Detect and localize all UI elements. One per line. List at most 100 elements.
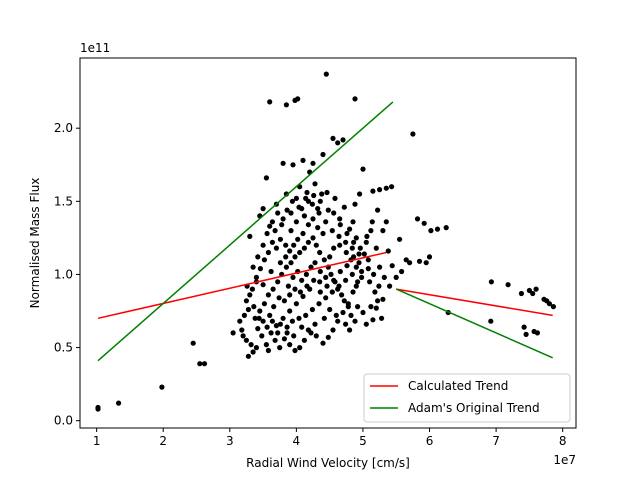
scatter-point-188 — [257, 266, 263, 272]
scatter-point-215 — [287, 292, 293, 298]
scatter-point-294 — [359, 274, 365, 280]
scatter-point-161 — [267, 312, 273, 318]
scatter-point-204 — [316, 301, 322, 307]
scatter-point-293 — [365, 266, 371, 272]
y-tick-label-1: 0.5 — [54, 341, 73, 355]
scatter-point-124 — [252, 315, 258, 321]
x-tick-label-0: 1 — [93, 434, 101, 448]
scatter-point-108 — [330, 327, 336, 333]
x-tick-label-3: 4 — [293, 434, 301, 448]
scatter-point-78 — [267, 223, 273, 229]
scatter-point-93 — [341, 204, 347, 210]
scatter-point-69 — [250, 349, 256, 355]
scatter-point-284 — [364, 233, 370, 239]
scatter-point-87 — [312, 181, 318, 187]
trend-lines — [97, 101, 554, 362]
scatter-point-66 — [393, 274, 399, 280]
scatter-point-137 — [310, 235, 316, 241]
scatter-point-54 — [426, 254, 433, 260]
scatter-point-158 — [287, 308, 293, 314]
scatter-point-48 — [397, 236, 403, 242]
scatter-point-41 — [377, 187, 383, 193]
scatter-point-206 — [329, 289, 335, 295]
scatter-point-162 — [260, 318, 266, 324]
scatter-point-58 — [407, 260, 413, 266]
scatter-point-70 — [237, 318, 243, 324]
x-tick-label-4: 5 — [359, 434, 367, 448]
scatter-point-227 — [272, 228, 278, 234]
scatter-point-276 — [311, 192, 317, 199]
scatter-point-211 — [361, 251, 367, 257]
scatter-point-135 — [301, 245, 307, 251]
scatter-point-113 — [301, 337, 307, 343]
scatter-point-90 — [325, 207, 331, 213]
y-tick-label-0: 0.0 — [54, 414, 73, 428]
scatter-point-195 — [248, 342, 254, 348]
scatter-point-30 — [280, 160, 286, 166]
scatter-point-15 — [530, 290, 536, 297]
scatter-point-262 — [251, 304, 257, 310]
scatter-point-214 — [281, 298, 287, 304]
scatter-point-217 — [297, 289, 303, 295]
scatter-point-39 — [263, 175, 269, 181]
x-axis-ticks: 1 2 3 4 5 6 7 8 — [93, 428, 567, 448]
scatter-point-234 — [309, 201, 315, 207]
scatter-point-153 — [353, 264, 359, 270]
scatter-point-85 — [301, 213, 307, 219]
scatter-point-191 — [245, 306, 251, 313]
plot-frame — [79, 57, 577, 429]
scatter-point-133 — [292, 254, 298, 260]
scatter-point-21 — [546, 301, 553, 307]
scatter-point-186 — [265, 249, 271, 256]
scatter-point-104 — [350, 289, 356, 295]
scatter-point-81 — [283, 191, 289, 197]
scatter-point-122 — [259, 333, 265, 339]
scatter-point-126 — [261, 301, 267, 307]
scatter-point-176 — [310, 216, 316, 222]
scatter-point-89 — [319, 191, 325, 197]
scatter-point-119 — [272, 337, 278, 343]
scatter-point-154 — [317, 279, 323, 285]
scatter-point-127 — [265, 292, 271, 298]
scatter-point-13 — [523, 331, 529, 337]
scatter-point-249 — [343, 321, 349, 327]
x-tick-label-1: 2 — [159, 434, 167, 448]
x-tick-label-2: 3 — [226, 434, 234, 448]
y-tick-label-4: 2.0 — [54, 121, 73, 135]
scatter-point-287 — [380, 228, 386, 234]
trend-line-0-segment-1 — [396, 288, 553, 317]
scatter-point-237 — [329, 228, 335, 234]
scatter-point-257 — [284, 330, 290, 336]
scatter-point-274 — [296, 204, 302, 210]
scatter-point-240 — [349, 245, 355, 251]
scatter-point-291 — [376, 283, 382, 289]
scatter-point-97 — [363, 239, 369, 245]
scatter-point-175 — [315, 225, 321, 231]
scatter-point-2 — [116, 400, 122, 406]
scatter-point-40 — [360, 166, 366, 172]
scatter-point-279 — [331, 210, 337, 216]
scatter-point-205 — [323, 295, 329, 301]
scatter-point-172 — [327, 254, 333, 260]
trend-line-0-segment-0 — [97, 251, 387, 320]
scatter-point-247 — [355, 304, 361, 310]
scatter-point-241 — [356, 251, 362, 257]
x-offset-label: 1e7 — [553, 453, 576, 467]
scatter-point-147 — [345, 304, 351, 310]
scatter-point-117 — [281, 336, 287, 342]
scatter-point-233 — [304, 189, 310, 196]
scatter-point-67 — [240, 333, 246, 339]
scatter-point-192 — [241, 312, 247, 318]
scatter-point-200 — [289, 318, 295, 324]
scatter-point-5 — [197, 361, 203, 367]
scatter-point-183 — [277, 260, 283, 266]
scatter-point-199 — [284, 324, 290, 330]
scatter-point-72 — [243, 298, 249, 304]
scatter-point-207 — [336, 283, 342, 289]
scatter-point-235 — [316, 210, 322, 216]
scatter-point-56 — [423, 260, 429, 266]
scatter-point-280 — [337, 222, 343, 228]
scatter-point-111 — [313, 333, 319, 339]
scatter-point-65 — [379, 315, 385, 321]
scatter-point-273 — [289, 198, 295, 204]
